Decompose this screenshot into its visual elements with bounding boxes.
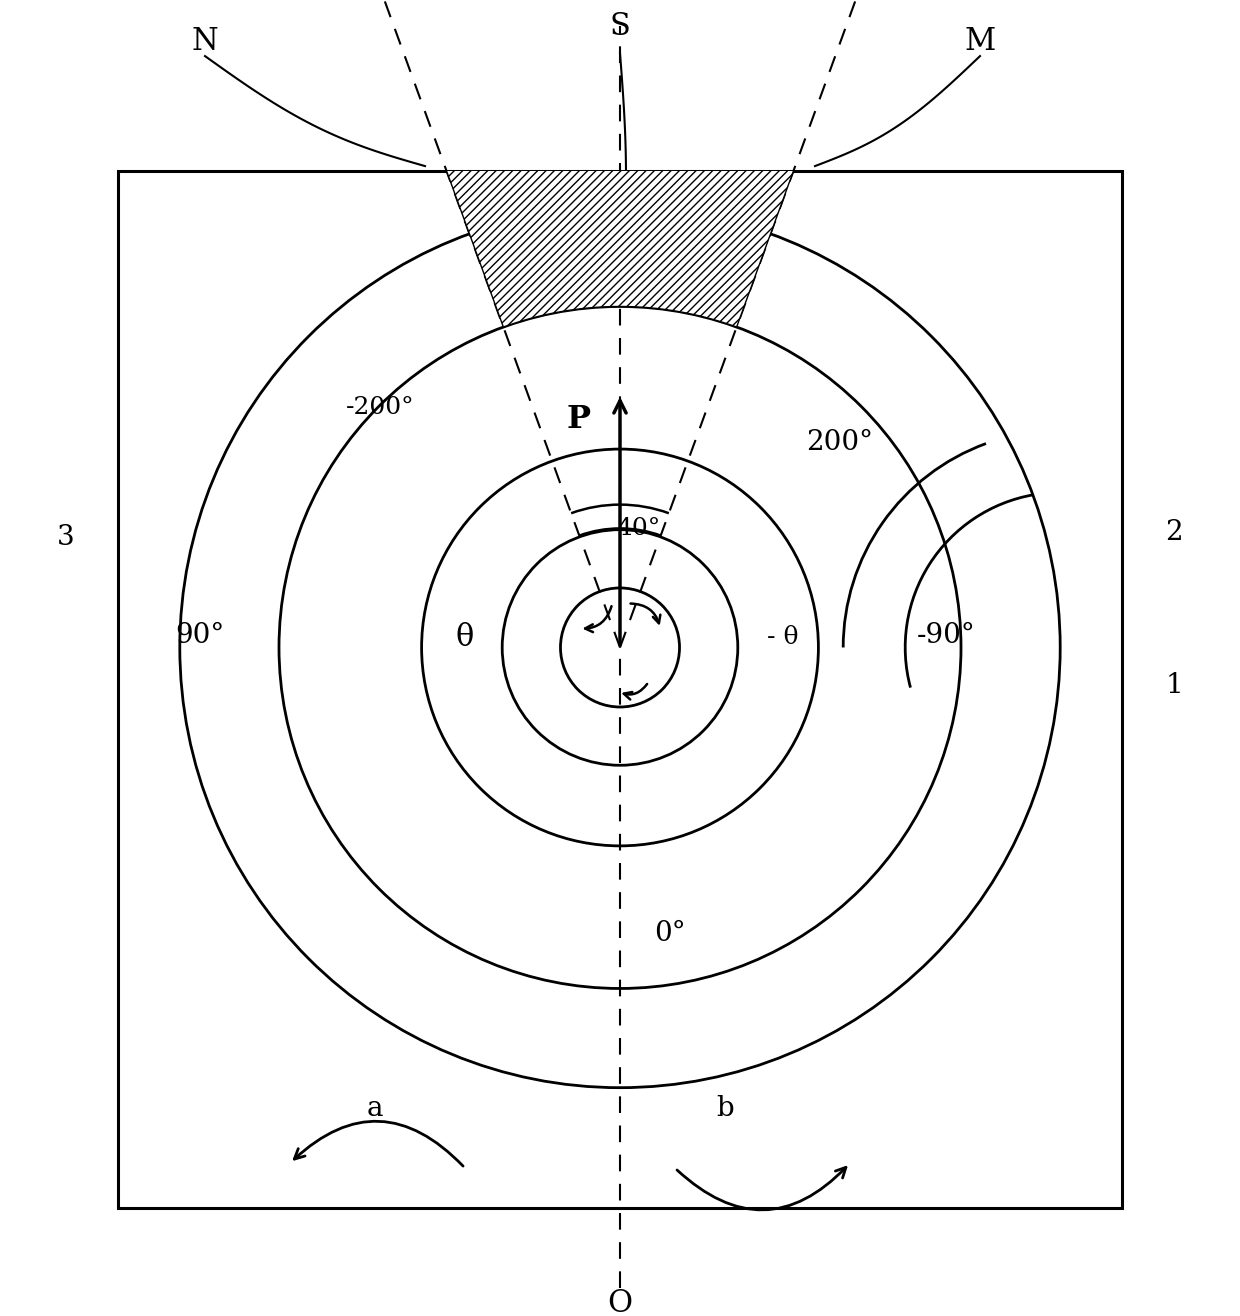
Text: 200°: 200° <box>806 429 873 455</box>
Text: - θ: - θ <box>768 626 799 649</box>
Text: M: M <box>965 25 996 57</box>
Text: N: N <box>192 25 218 57</box>
Text: 3: 3 <box>57 524 74 551</box>
Text: O: O <box>608 1287 632 1316</box>
Text: -90°: -90° <box>916 622 976 649</box>
Text: P: P <box>565 404 590 434</box>
Text: -200°: -200° <box>346 396 414 418</box>
Polygon shape <box>118 171 1122 1208</box>
Text: θ: θ <box>455 622 474 653</box>
Text: S: S <box>610 11 630 42</box>
Polygon shape <box>381 0 859 328</box>
Text: 0°: 0° <box>655 920 686 948</box>
Text: 90°: 90° <box>175 622 224 649</box>
Text: 1: 1 <box>1166 672 1183 699</box>
Text: a: a <box>367 1095 383 1121</box>
Text: b: b <box>717 1095 734 1121</box>
Text: 2: 2 <box>1166 519 1183 546</box>
Text: 40°: 40° <box>616 517 660 540</box>
